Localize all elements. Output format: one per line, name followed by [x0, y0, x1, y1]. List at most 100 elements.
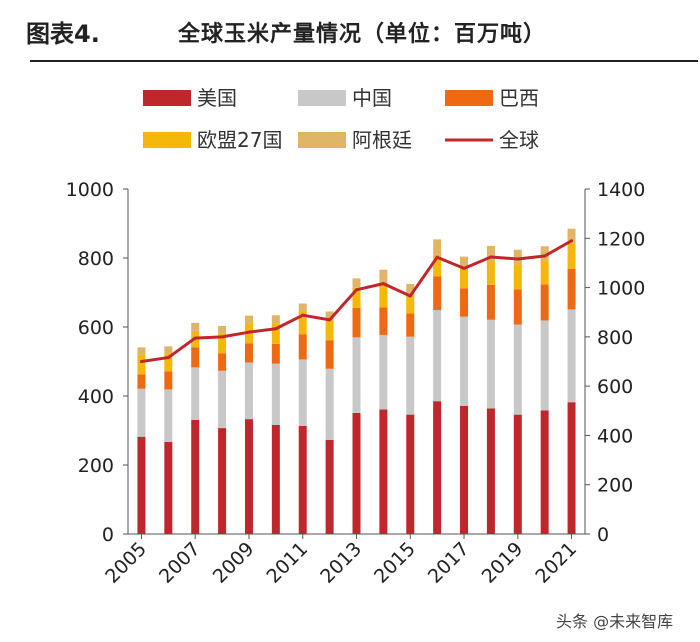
world-total-point — [543, 254, 547, 258]
bar-segment — [191, 322, 200, 331]
left-tick-label: 600 — [78, 317, 114, 339]
bar-segment — [567, 243, 576, 269]
legend-label: 中国 — [352, 86, 392, 110]
bar-segment — [164, 371, 173, 390]
bar-segment — [379, 269, 388, 284]
legend-label: 阿根廷 — [352, 128, 412, 152]
bars — [137, 228, 576, 534]
right-tick-label: 800 — [597, 327, 633, 349]
world-total-point — [247, 330, 251, 334]
chart-title: 全球玉米产量情况（单位：百万吨） — [178, 22, 547, 47]
right-tick-label: 1000 — [597, 278, 645, 300]
right-tick-label: 200 — [597, 475, 633, 497]
bar-segment — [486, 319, 495, 409]
world-total-point — [166, 356, 170, 360]
title-bar: 图表4. 全球玉米产量情况（单位：百万吨） — [18, 6, 698, 54]
bar-segment — [567, 228, 576, 244]
bar-segment — [298, 311, 307, 335]
world-total-point — [408, 294, 412, 298]
legend-swatch — [445, 90, 493, 106]
x-tick-label: 2013 — [316, 538, 366, 588]
bar-segment — [486, 245, 495, 262]
bar-segment — [325, 340, 334, 369]
bar-segment — [540, 260, 549, 285]
bar-segment — [325, 439, 334, 534]
bar-segment — [513, 324, 522, 415]
bar-segment — [433, 401, 442, 534]
world-total-point — [489, 255, 493, 259]
x-tick-label: 2017 — [424, 538, 474, 588]
bar-segment — [352, 287, 361, 309]
bar-segment — [164, 389, 173, 442]
bar-segment — [191, 347, 200, 368]
world-total-point — [193, 336, 197, 340]
x-tick-label: 2019 — [478, 538, 528, 588]
left-tick-label: 400 — [78, 386, 114, 408]
bar-segment — [137, 347, 146, 355]
bar-segment — [298, 359, 307, 427]
bar-segment — [406, 336, 415, 415]
bar-segment — [244, 343, 253, 363]
world-total-point — [328, 318, 332, 322]
bar-segment — [352, 337, 361, 413]
bar-segment — [513, 264, 522, 290]
bar-segment — [379, 283, 388, 308]
x-tick-label: 2021 — [531, 538, 581, 588]
world-total-point — [355, 288, 358, 292]
bar-segment — [298, 426, 307, 534]
bar-segment — [460, 316, 469, 407]
world-total-point — [462, 266, 466, 270]
bar-segment — [379, 409, 388, 534]
legend-swatch — [298, 132, 346, 148]
bar-segment — [486, 261, 495, 285]
watermark: 头条 @未来智库 — [556, 612, 674, 631]
bar-segment — [513, 249, 522, 265]
bar-segment — [406, 293, 415, 314]
bar-segment — [164, 346, 173, 354]
world-total-point — [570, 239, 574, 243]
bar-segment — [271, 323, 280, 344]
bar-segment — [271, 315, 280, 324]
bar-segment — [406, 414, 415, 534]
bar-segment — [137, 388, 146, 437]
right-tick-label: 1200 — [597, 228, 645, 250]
bar-segment — [191, 419, 200, 534]
bar-segment — [325, 320, 334, 341]
bar-segment — [567, 309, 576, 403]
bar-segment — [218, 353, 227, 371]
bar-segment — [460, 267, 469, 289]
bar-segment — [137, 436, 146, 534]
bar-segment — [379, 334, 388, 410]
legend-swatch — [143, 132, 191, 148]
left-tick-label: 0 — [102, 524, 114, 546]
legend-label: 巴西 — [499, 86, 539, 110]
bar-segment — [325, 311, 334, 321]
bar-segment — [486, 408, 495, 534]
title-divider — [30, 60, 698, 62]
right-tick-label: 0 — [597, 524, 609, 546]
legend-swatch — [298, 90, 346, 106]
bar-segment — [244, 315, 253, 324]
bar-segment — [379, 307, 388, 335]
bar-segment — [540, 320, 549, 411]
right-tick-label: 600 — [597, 376, 633, 398]
legend-swatch — [143, 90, 191, 106]
bar-segment — [271, 343, 280, 364]
bar-segment — [460, 256, 469, 268]
bar-segment — [486, 284, 495, 320]
bar-segment — [567, 402, 576, 534]
bar-segment — [218, 333, 227, 354]
legend-label: 全球 — [499, 128, 539, 152]
bar-segment — [433, 276, 442, 311]
bar-segment — [271, 363, 280, 425]
bar-segment — [513, 289, 522, 325]
bar-segment — [460, 406, 469, 534]
bar-segment — [352, 308, 361, 338]
bar-segment — [460, 288, 469, 317]
world-total-point — [435, 255, 439, 259]
left-tick-label: 800 — [78, 248, 114, 270]
right-tick-label: 400 — [597, 425, 633, 447]
left-tick-label: 200 — [78, 455, 114, 477]
bar-segment — [218, 428, 227, 534]
